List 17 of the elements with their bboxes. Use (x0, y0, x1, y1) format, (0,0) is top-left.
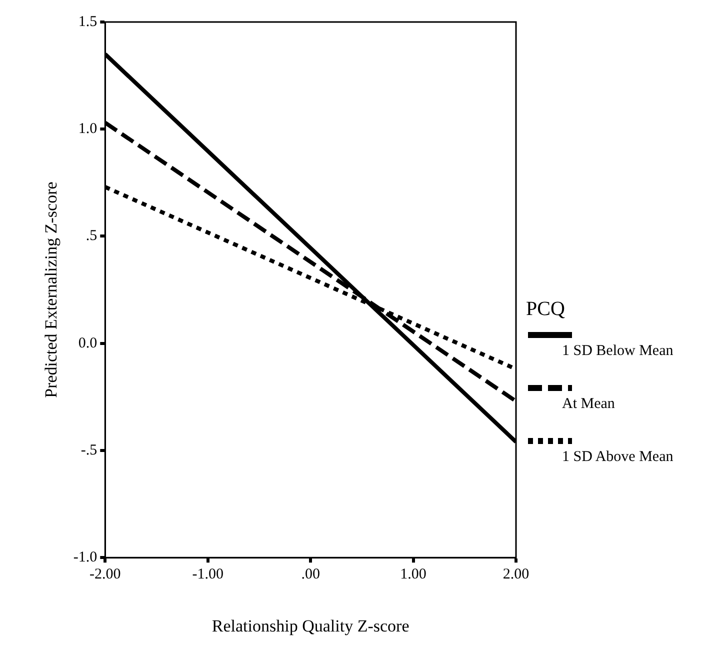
legend-title: PCQ (526, 298, 566, 321)
x-tick-label: .00 (301, 566, 320, 583)
x-tick-label: 1.00 (400, 566, 426, 583)
y-tick-label: -1.0 (73, 550, 98, 566)
y-tick-label: .5 (86, 228, 98, 244)
y-tick-label: 1.5 (78, 14, 98, 30)
y-tick-label: 0.0 (78, 335, 98, 352)
x-tick-label: -2.00 (90, 566, 121, 583)
y-axis-title: Predicted Externalizing Z-score (42, 182, 61, 398)
legend-label: 1 SD Above Mean (562, 449, 674, 466)
y-tick-label: -.5 (80, 442, 98, 458)
x-tick-label: -1.00 (192, 566, 224, 583)
x-tick-label: 2.00 (502, 566, 530, 583)
legend-label: At Mean (562, 396, 616, 413)
x-axis-title: Relationship Quality Z-score (212, 616, 410, 636)
y-tick-label: 1.0 (78, 121, 98, 138)
legend-label: 1 SD Below Mean (562, 343, 674, 360)
